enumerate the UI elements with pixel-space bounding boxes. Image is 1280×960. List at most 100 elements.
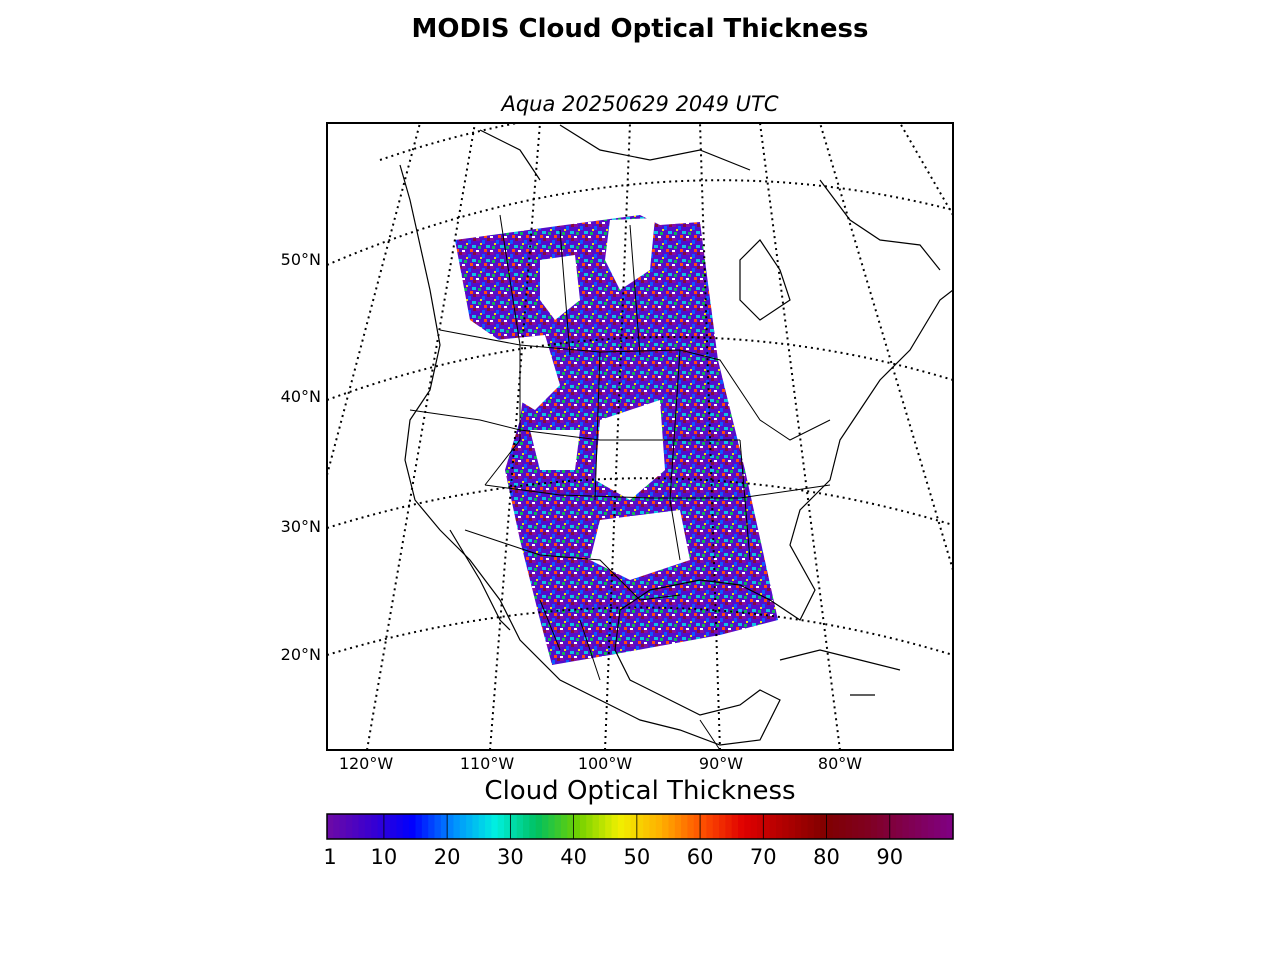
colorbar-band: [345, 814, 353, 839]
colorbar-band: [775, 814, 783, 839]
colorbar-band: [649, 814, 657, 839]
colorbar-band: [598, 814, 606, 839]
colorbar-tick-label: 70: [750, 845, 777, 869]
colorbar-band: [453, 814, 461, 839]
political-borders: [409, 214, 831, 750]
colorbar-band: [440, 814, 448, 839]
colorbar-band: [756, 814, 764, 839]
colorbar-band: [333, 814, 341, 839]
longitude-lines: [327, 123, 953, 750]
colorbar-tick-label: 10: [371, 845, 398, 869]
colorbar-tick-label: 50: [623, 845, 650, 869]
map-frame: [326, 122, 954, 751]
colorbar-band: [877, 814, 885, 839]
colorbar-band: [908, 814, 916, 839]
colorbar-band: [390, 814, 398, 839]
colorbar-band: [630, 814, 638, 839]
lon-label-120w: 120°W: [339, 754, 394, 773]
colorbar-band: [459, 814, 467, 839]
colorbar-band: [573, 814, 581, 839]
colorbar-band: [700, 814, 707, 839]
colorbar-band: [358, 814, 366, 839]
colorbar-band: [668, 814, 676, 839]
colorbar-band: [485, 814, 493, 839]
colorbar-band: [712, 814, 720, 839]
colorbar-band: [447, 814, 455, 839]
colorbar-band: [478, 814, 486, 839]
colorbar-tick-label: 40: [560, 845, 587, 869]
colorbar-band: [693, 814, 701, 839]
colorbar-band: [750, 814, 758, 839]
clear-gap-1: [495, 335, 560, 410]
colorbar-band: [794, 814, 802, 839]
colorbar-band: [883, 814, 891, 839]
colorbar-band: [491, 814, 499, 839]
colorbar-band: [352, 814, 360, 839]
colorbar-band: [497, 814, 505, 839]
colorbar-band: [523, 814, 530, 839]
colorbar-band: [339, 814, 347, 839]
colorbar-band: [560, 814, 568, 839]
colorbar-band: [428, 814, 436, 839]
colorbar-band: [807, 814, 815, 839]
lon-label-100w: 100°W: [578, 754, 633, 773]
colorbar-band: [548, 814, 556, 839]
colorbar-band: [927, 814, 935, 839]
clear-gap-4: [540, 255, 580, 320]
latitude-lines: [327, 123, 953, 656]
colorbar-band: [921, 814, 929, 839]
colorbar-band: [731, 814, 739, 839]
colorbar-band: [940, 814, 948, 839]
colorbar-band: [472, 814, 480, 839]
colorbar-band: [364, 814, 372, 839]
colorbar-band: [902, 814, 910, 839]
colorbar-band: [567, 814, 575, 839]
colorbar-band: [662, 814, 670, 839]
colorbar-band: [636, 814, 644, 839]
colorbar-band: [529, 814, 537, 839]
colorbar-band: [516, 814, 524, 839]
lat-label-40n: 40°N: [281, 387, 321, 406]
lat-label-30n: 30°N: [281, 517, 321, 536]
colorbar-band: [915, 814, 922, 839]
colorbar-band: [934, 814, 941, 839]
colorbar-band: [396, 814, 404, 839]
colorbar-band: [826, 814, 834, 839]
colorbar-band: [782, 814, 790, 839]
colorbar-band: [946, 814, 954, 839]
colorbar-band: [327, 814, 334, 839]
colorbar-tick-label: 20: [434, 845, 461, 869]
colorbar-band: [769, 814, 777, 839]
colorbar-tick-label: 90: [876, 845, 903, 869]
colorbar-band: [864, 814, 872, 839]
colorbar-band: [605, 814, 613, 839]
colorbar-band: [832, 814, 840, 839]
colorbar-band: [801, 814, 809, 839]
colorbar-band: [586, 814, 594, 839]
clear-gap-6: [530, 430, 580, 470]
colorbar-band: [858, 814, 866, 839]
colorbar-band: [579, 814, 587, 839]
colorbar-band: [466, 814, 474, 839]
colorbar-band: [896, 814, 904, 839]
colorbar-band: [624, 814, 632, 839]
colorbar-band: [409, 814, 417, 839]
lon-label-90w: 90°W: [699, 754, 743, 773]
colorbar-band: [725, 814, 733, 839]
figure-title: MODIS Cloud Optical Thickness: [411, 14, 869, 44]
lat-label-20n: 20°N: [281, 645, 321, 664]
colorbar-band: [655, 814, 663, 839]
colorbar-band: [889, 814, 897, 839]
colorbar-band: [421, 814, 429, 839]
lat-label-50n: 50°N: [281, 250, 321, 269]
colorbar-band: [371, 814, 379, 839]
colorbar-band: [617, 814, 625, 839]
colorbar-band: [674, 814, 682, 839]
clear-gap-3: [590, 510, 690, 580]
colorbar-tick-label: 60: [687, 845, 714, 869]
colorbar-band: [592, 814, 600, 839]
map-area: [327, 123, 953, 750]
figure-subtitle: Aqua 20250629 2049 UTC: [501, 92, 779, 116]
colorbar-band: [402, 814, 410, 839]
